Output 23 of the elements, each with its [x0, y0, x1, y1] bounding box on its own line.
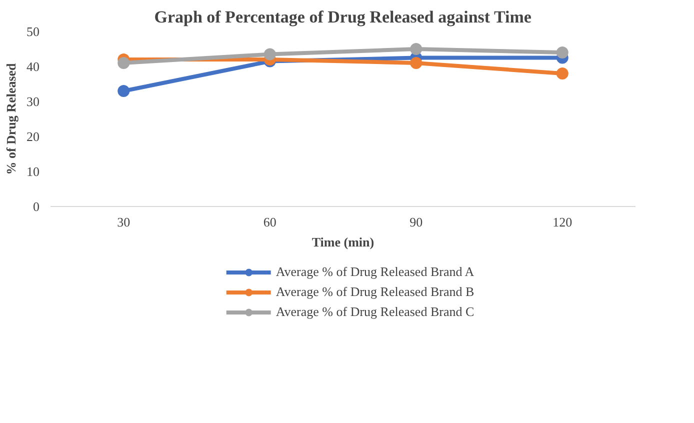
point: [556, 46, 568, 58]
chart-title: Graph of Percentage of Drug Released against Time: [154, 8, 532, 26]
x-axis-title: Time (min): [312, 234, 374, 250]
y-tick-label: 0: [33, 199, 40, 214]
point: [410, 57, 422, 69]
point: [118, 57, 130, 69]
y-tick-label: 40: [26, 59, 40, 74]
y-tick-label: 20: [26, 129, 40, 144]
x-tick-label: 90: [410, 214, 423, 230]
point: [556, 68, 568, 80]
point: [118, 85, 130, 97]
x-tick-label: 30: [117, 214, 130, 230]
x-tick-label: 120: [552, 214, 572, 230]
legend-label: Average % of Drug Released Brand C: [276, 304, 474, 320]
x-tick-label: 60: [263, 214, 276, 230]
y-tick-label: 10: [26, 164, 40, 179]
point: [410, 43, 422, 55]
legend-label: Average % of Drug Released Brand A: [276, 264, 474, 280]
point: [264, 48, 276, 60]
y-tick-label: 50: [26, 24, 40, 39]
legend-label: Average % of Drug Released Brand B: [276, 284, 474, 300]
y-tick-label: 30: [26, 94, 40, 109]
y-axis-title: % of Drug Released: [4, 62, 18, 175]
